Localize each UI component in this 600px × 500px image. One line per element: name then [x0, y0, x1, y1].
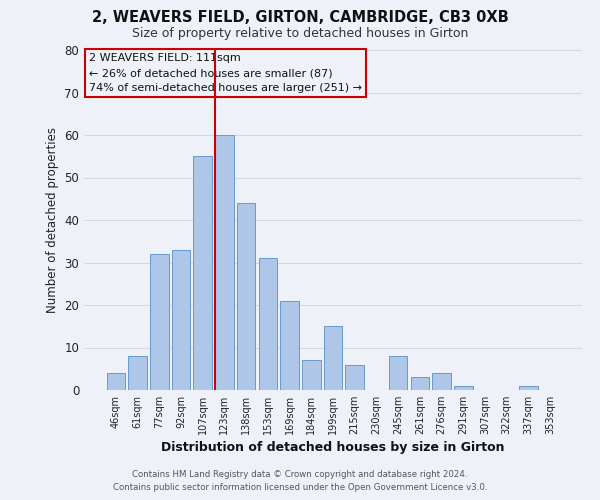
Bar — [389, 356, 407, 390]
Bar — [324, 326, 342, 390]
Bar — [107, 373, 125, 390]
Bar — [193, 156, 212, 390]
Bar — [237, 203, 256, 390]
Bar — [433, 373, 451, 390]
Bar — [280, 300, 299, 390]
Bar — [346, 364, 364, 390]
Bar — [519, 386, 538, 390]
Y-axis label: Number of detached properties: Number of detached properties — [46, 127, 59, 313]
Bar — [128, 356, 147, 390]
Text: Size of property relative to detached houses in Girton: Size of property relative to detached ho… — [132, 28, 468, 40]
Bar — [410, 378, 429, 390]
Bar — [150, 254, 169, 390]
Text: 2, WEAVERS FIELD, GIRTON, CAMBRIDGE, CB3 0XB: 2, WEAVERS FIELD, GIRTON, CAMBRIDGE, CB3… — [92, 10, 508, 25]
Text: 2 WEAVERS FIELD: 111sqm
← 26% of detached houses are smaller (87)
74% of semi-de: 2 WEAVERS FIELD: 111sqm ← 26% of detache… — [89, 54, 362, 93]
Bar — [302, 360, 320, 390]
Bar — [259, 258, 277, 390]
Bar — [172, 250, 190, 390]
X-axis label: Distribution of detached houses by size in Girton: Distribution of detached houses by size … — [161, 441, 505, 454]
Text: Contains HM Land Registry data © Crown copyright and database right 2024.
Contai: Contains HM Land Registry data © Crown c… — [113, 470, 487, 492]
Bar — [215, 135, 233, 390]
Bar — [454, 386, 473, 390]
